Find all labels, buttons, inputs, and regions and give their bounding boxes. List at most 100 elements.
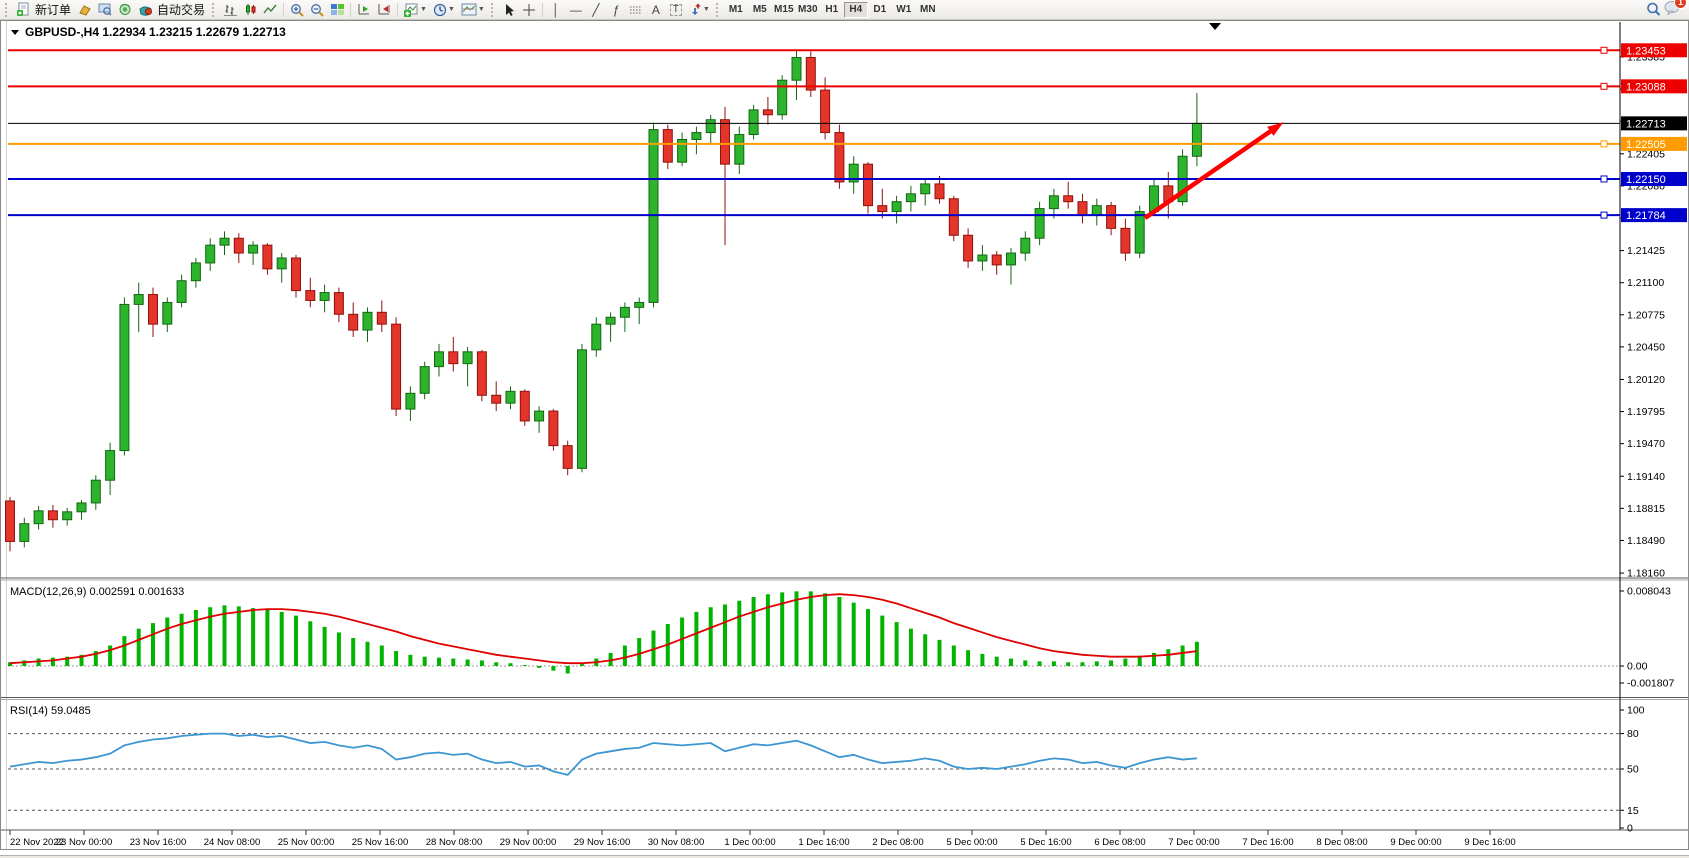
candle bbox=[434, 343, 444, 377]
zoom-out-button[interactable] bbox=[307, 1, 327, 19]
toolbar: 新订单 自动交易 bbox=[0, 0, 1689, 20]
timeframe-d1[interactable]: D1 bbox=[873, 4, 887, 15]
timeframe-mn[interactable]: MN bbox=[920, 4, 936, 15]
symbol-collapse-icon[interactable] bbox=[11, 30, 19, 35]
timeframe-h4[interactable]: H4 bbox=[843, 1, 868, 18]
autotrading-label[interactable]: 自动交易 bbox=[157, 3, 206, 17]
candle bbox=[476, 349, 487, 402]
hline-price-tag: 1.22150 bbox=[1621, 171, 1687, 186]
tile-windows-icon bbox=[330, 4, 344, 15]
candle-body bbox=[720, 119, 730, 165]
template-icon bbox=[461, 3, 477, 16]
horizontal-line-button[interactable]: — bbox=[566, 1, 586, 19]
market-watch-button[interactable] bbox=[95, 1, 115, 19]
hline-anchor[interactable] bbox=[1600, 82, 1608, 90]
toolbar-grip[interactable] bbox=[212, 2, 217, 17]
candle-body bbox=[591, 323, 602, 351]
crosshair-button[interactable] bbox=[519, 1, 539, 19]
candle bbox=[76, 499, 87, 520]
time-label: 1 Dec 00:00 bbox=[724, 837, 775, 848]
chat-button[interactable]: 1 bbox=[1664, 0, 1687, 20]
vertical-line-button[interactable]: │ bbox=[546, 1, 566, 19]
arrows-tool-button[interactable]: ▼ bbox=[686, 1, 713, 19]
svg-text:1.21784: 1.21784 bbox=[1626, 210, 1666, 222]
hline-anchor[interactable] bbox=[1600, 46, 1608, 54]
indicators-button[interactable]: ▼ bbox=[401, 1, 430, 19]
text-label-button[interactable]: T bbox=[666, 1, 686, 19]
navigator-button[interactable] bbox=[115, 1, 135, 19]
new-order-label[interactable]: 新订单 bbox=[35, 3, 72, 17]
candle-body bbox=[662, 129, 673, 163]
candle-body bbox=[491, 394, 502, 404]
chart-shift-button[interactable] bbox=[374, 1, 394, 19]
bar-chart-button[interactable] bbox=[220, 1, 240, 19]
search-button[interactable] bbox=[1643, 1, 1664, 19]
candle-body bbox=[820, 89, 831, 134]
dropdown-arrow-icon: ▼ bbox=[702, 6, 710, 13]
hline-support[interactable] bbox=[8, 211, 1620, 219]
new-order-button[interactable] bbox=[13, 1, 34, 19]
crosshair-icon bbox=[522, 3, 535, 16]
gold-profile-icon bbox=[79, 4, 91, 16]
line-chart-button[interactable] bbox=[260, 1, 280, 19]
cursor-button[interactable] bbox=[499, 1, 519, 19]
candle bbox=[419, 361, 430, 400]
fibonacci-button[interactable]: ƒ bbox=[606, 1, 626, 19]
time-label: 30 Nov 08:00 bbox=[648, 837, 705, 848]
macd-tick-label: 0.008043 bbox=[1627, 586, 1671, 598]
hline-resistance[interactable] bbox=[8, 46, 1620, 54]
toolbar-grip[interactable] bbox=[5, 2, 10, 17]
candle bbox=[1034, 201, 1045, 246]
tile-windows-button[interactable] bbox=[327, 1, 347, 19]
zoom-in-button[interactable] bbox=[287, 1, 307, 19]
candle-body bbox=[705, 119, 716, 134]
price-tick-label: 1.21100 bbox=[1627, 277, 1664, 289]
trend-arrow[interactable] bbox=[1143, 122, 1284, 220]
timeframe-m5[interactable]: M5 bbox=[752, 4, 767, 15]
timeframe-h1[interactable]: H1 bbox=[825, 4, 839, 15]
candle bbox=[934, 176, 945, 204]
chart-profile-button[interactable] bbox=[75, 1, 95, 19]
chart-canvas[interactable]: GBPUSD-,H4 1.22934 1.23215 1.22679 1.227… bbox=[0, 20, 1689, 850]
price-tick-label: 1.20120 bbox=[1627, 374, 1665, 386]
toolbar-separator bbox=[541, 2, 543, 17]
candle bbox=[991, 251, 1002, 275]
candle-body bbox=[863, 163, 873, 207]
hline-anchor[interactable] bbox=[1600, 140, 1608, 148]
templates-button[interactable]: ▼ bbox=[458, 1, 488, 19]
candle bbox=[777, 75, 788, 120]
toolbar-grip[interactable] bbox=[715, 2, 721, 17]
timeframe-w1[interactable]: W1 bbox=[896, 4, 912, 15]
candle bbox=[162, 297, 173, 333]
time-label: 25 Nov 16:00 bbox=[352, 837, 409, 848]
periods-button[interactable]: ▼ bbox=[430, 1, 458, 19]
price-tick-label: 1.21425 bbox=[1627, 245, 1665, 257]
candle-body bbox=[1077, 201, 1088, 217]
toolbar-grip[interactable] bbox=[490, 2, 496, 17]
candle bbox=[677, 132, 688, 167]
candle bbox=[1120, 218, 1131, 261]
timeframe-group: M1 M5 M15 M30 H1 H4 D1 W1 MN bbox=[724, 1, 940, 18]
timeframe-m30[interactable]: M30 bbox=[798, 4, 818, 15]
candle-body bbox=[62, 511, 73, 521]
timeframe-m1[interactable]: M1 bbox=[728, 4, 743, 15]
chart-shift-marker[interactable] bbox=[1209, 23, 1221, 30]
hline-anchor[interactable] bbox=[1600, 175, 1608, 183]
timeframe-m15[interactable]: M15 bbox=[774, 4, 794, 15]
candlestick-chart-button[interactable] bbox=[240, 1, 260, 19]
hline-support[interactable] bbox=[8, 175, 1620, 183]
candle bbox=[133, 282, 144, 333]
hline-anchor[interactable] bbox=[1600, 211, 1608, 219]
notification-badge: 1 bbox=[1674, 0, 1687, 9]
text-button[interactable]: A bbox=[646, 1, 666, 19]
channels-button[interactable] bbox=[626, 1, 646, 19]
trendline-button[interactable]: ╱ bbox=[586, 1, 606, 19]
auto-scroll-button[interactable] bbox=[354, 1, 374, 19]
candle-body bbox=[748, 109, 759, 136]
hline-resistance[interactable] bbox=[8, 82, 1620, 90]
autotrading-button[interactable] bbox=[135, 1, 156, 19]
svg-text:1.22150: 1.22150 bbox=[1626, 174, 1666, 186]
chart-background bbox=[0, 20, 1689, 850]
hline-pivot[interactable] bbox=[8, 140, 1620, 148]
